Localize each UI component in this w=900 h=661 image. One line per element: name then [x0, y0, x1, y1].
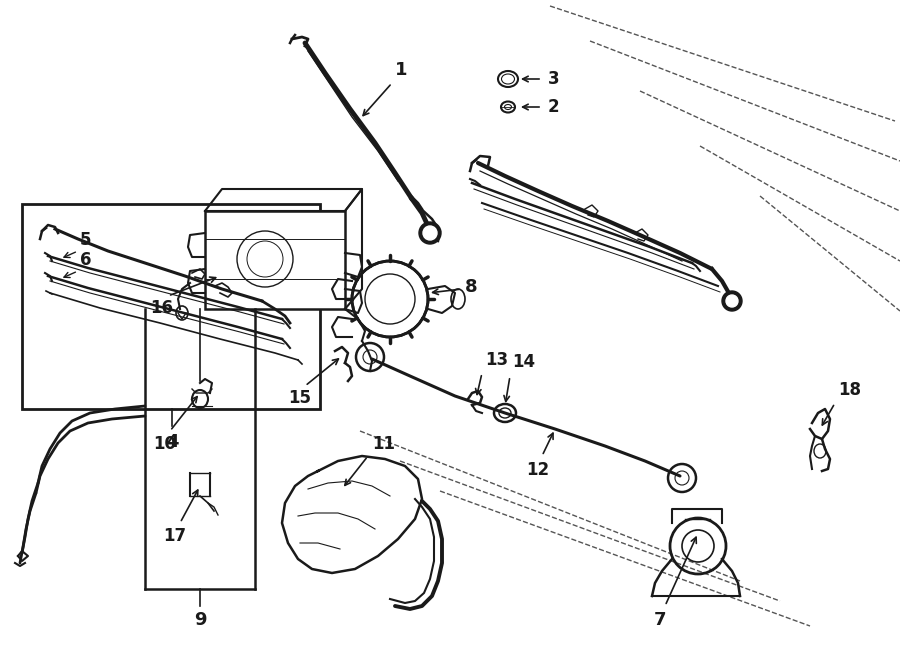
- Text: 5: 5: [80, 231, 92, 249]
- Text: 16: 16: [150, 299, 174, 317]
- Text: 18: 18: [838, 381, 861, 399]
- Text: 15: 15: [289, 389, 311, 407]
- Text: 10: 10: [154, 435, 176, 453]
- Text: 4: 4: [166, 433, 178, 451]
- Bar: [22, 204, 320, 409]
- Circle shape: [726, 295, 738, 307]
- Text: 7: 7: [653, 611, 666, 629]
- Text: 14: 14: [512, 353, 535, 371]
- Text: 17: 17: [164, 527, 186, 545]
- Circle shape: [423, 226, 437, 240]
- Text: 8: 8: [465, 278, 478, 296]
- Bar: [352, 261, 428, 337]
- Circle shape: [722, 291, 742, 311]
- Text: 9: 9: [194, 611, 206, 629]
- Text: 1: 1: [395, 61, 408, 79]
- Text: 13: 13: [485, 351, 508, 369]
- Circle shape: [419, 222, 441, 244]
- Text: 3: 3: [548, 70, 560, 88]
- Bar: [205, 211, 345, 309]
- Text: 6: 6: [80, 251, 92, 269]
- Text: 2: 2: [548, 98, 560, 116]
- Text: 12: 12: [526, 461, 550, 479]
- Text: 11: 11: [372, 435, 395, 453]
